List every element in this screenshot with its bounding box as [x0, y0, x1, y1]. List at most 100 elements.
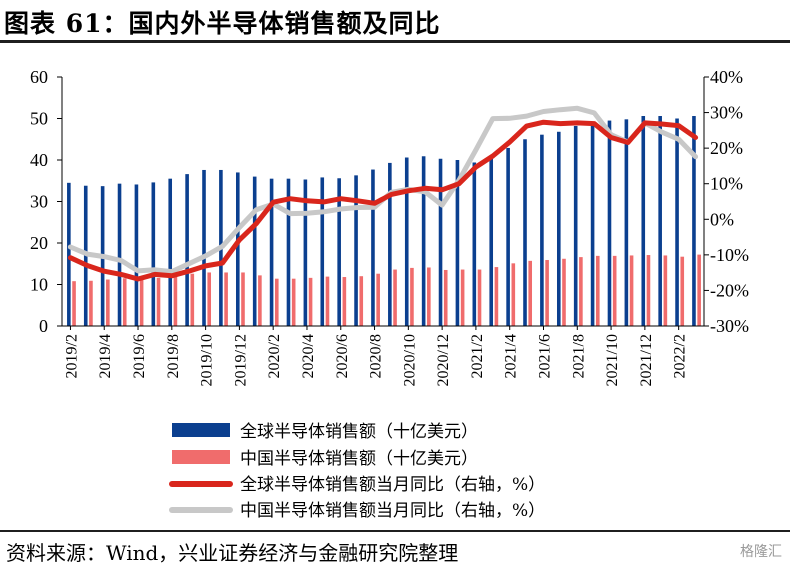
x-tick-label: 2022/2	[672, 334, 689, 378]
right-tick-label: -30%	[710, 316, 749, 336]
global-sales-bar	[252, 176, 257, 326]
global-sales-bar	[421, 156, 426, 326]
yoy-lines	[67, 105, 699, 282]
global-sales-bar	[506, 147, 510, 326]
x-tick-label: 2021/12	[638, 334, 655, 386]
chart-title: 图表 61：国内外半导体销售额及同比	[4, 9, 441, 38]
right-tick-label: 0%	[710, 209, 734, 229]
global-sales-bar	[185, 174, 189, 326]
global-sales-bar	[134, 184, 139, 326]
china-sales-bar	[494, 267, 499, 326]
legend-china-sales-swatch	[172, 450, 230, 464]
global-sales-bar	[117, 183, 122, 326]
title-divider	[0, 40, 790, 43]
global-sales-bar	[692, 116, 696, 326]
left-tick-label: 0	[39, 316, 48, 336]
china-sales-bar	[258, 275, 262, 326]
right-tick-label: 30%	[710, 103, 743, 123]
china-sales-bar	[427, 267, 431, 326]
global-sales-bar	[675, 118, 679, 326]
right-tick-label: 40%	[710, 67, 743, 87]
china-sales-bar	[460, 269, 465, 326]
watermark: 格隆汇	[740, 544, 782, 560]
right-tick-label: 20%	[710, 138, 743, 158]
global-sales-bar	[472, 162, 477, 326]
china-sales-bar	[376, 273, 380, 326]
legend-global-yoy-label: 全球半导体销售额当月同比（右轴，%）	[240, 475, 545, 495]
china-sales-bar	[173, 276, 178, 326]
china-sales-bar	[629, 255, 634, 326]
global-sales-bar	[641, 116, 646, 326]
china-sales-bar	[612, 255, 617, 326]
china-sales-bar	[308, 277, 313, 326]
china-sales-bar	[342, 277, 347, 326]
x-tick-label: 2020/4	[300, 334, 317, 378]
legend-china-yoy-label: 中国半导体销售额当月同比（右轴，%）	[240, 501, 545, 521]
china-sales-bar	[477, 269, 482, 326]
china-sales-bar	[207, 272, 212, 326]
legend-global-sales-label: 全球半导体销售额（十亿美元）	[240, 422, 478, 442]
global-sales-bar	[438, 158, 443, 326]
legend-global-sales-swatch	[172, 423, 230, 437]
footer-divider	[0, 530, 790, 532]
global-sales-bar	[388, 162, 392, 326]
global-sales-bar	[489, 155, 494, 326]
left-tick-label: 30	[30, 192, 48, 212]
china-sales-bar	[511, 263, 516, 326]
left-tick-label: 60	[30, 67, 48, 87]
x-tick-label: 2021/6	[537, 334, 554, 378]
china-sales-bar	[241, 272, 245, 326]
x-tick-label: 2019/12	[232, 334, 249, 386]
china-sales-bar	[359, 276, 364, 326]
china-sales-bar	[562, 258, 566, 326]
legend-china-sales-label: 中国半导体销售额（十亿美元）	[240, 449, 478, 469]
global-sales-bars	[67, 116, 696, 326]
global-sales-bar	[151, 182, 156, 326]
source-note: 资料来源：Wind，兴业证券经济与金融研究院整理	[6, 541, 459, 565]
chart: 0 10 20 30 40 50 60 -30% -20% -10% 0% 10% 20% 30% 40% 2…	[30, 67, 749, 521]
right-tick-label: 10%	[710, 174, 743, 194]
china-sales-bar	[697, 254, 701, 326]
china-sales-bar	[122, 278, 127, 326]
x-tick-label: 2020/12	[435, 334, 452, 386]
china-sales-bar	[156, 277, 161, 326]
right-tick-label: -20%	[710, 280, 749, 300]
china-sales-bar	[680, 256, 685, 326]
axes: 0 10 20 30 40 50 60 -30% -20% -10% 0% 10% 20% 30% 40% 2…	[30, 67, 749, 386]
global-sales-bar	[67, 182, 71, 326]
china-sales-bar	[224, 272, 228, 326]
x-tick-label: 2021/4	[503, 334, 520, 378]
global-sales-bar	[269, 178, 274, 326]
china-sales-bar	[579, 257, 583, 326]
x-tick-label: 2019/4	[97, 334, 114, 378]
x-tick-label: 2020/8	[368, 334, 385, 378]
global-sales-bar	[523, 139, 527, 326]
x-tick-label: 2021/10	[604, 334, 621, 386]
china-sales-bar	[443, 269, 448, 326]
legend: 全球半导体销售额（十亿美元） 中国半导体销售额（十亿美元） 全球半导体销售额当月同比…	[169, 422, 545, 521]
china-sales-bars	[72, 254, 701, 326]
global-sales-bar	[320, 177, 325, 326]
x-tick-label: 2019/8	[165, 334, 182, 378]
china-sales-bar	[595, 255, 600, 326]
global-sales-bar	[455, 160, 460, 326]
global-sales-bar	[286, 178, 291, 326]
global-sales-bar	[573, 125, 578, 326]
global-sales-bar	[556, 131, 561, 326]
china-sales-bar	[291, 278, 296, 326]
left-tick-label: 20	[30, 233, 48, 253]
china-sales-bar	[646, 255, 651, 326]
right-tick-label: -10%	[710, 245, 749, 265]
x-tick-label: 2019/10	[199, 334, 216, 386]
global-sales-bar	[303, 179, 308, 326]
china-sales-bar	[528, 260, 533, 326]
global-sales-bar	[354, 175, 358, 326]
global-sales-bar	[658, 116, 662, 326]
global-sales-bar	[202, 169, 206, 326]
china-sales-bar	[393, 269, 397, 326]
x-tick-label: 2019/2	[63, 334, 80, 378]
global-sales-bar	[540, 134, 544, 326]
left-tick-label: 10	[30, 275, 48, 295]
x-tick-label: 2020/10	[401, 334, 418, 386]
global-sales-bar	[624, 119, 629, 326]
